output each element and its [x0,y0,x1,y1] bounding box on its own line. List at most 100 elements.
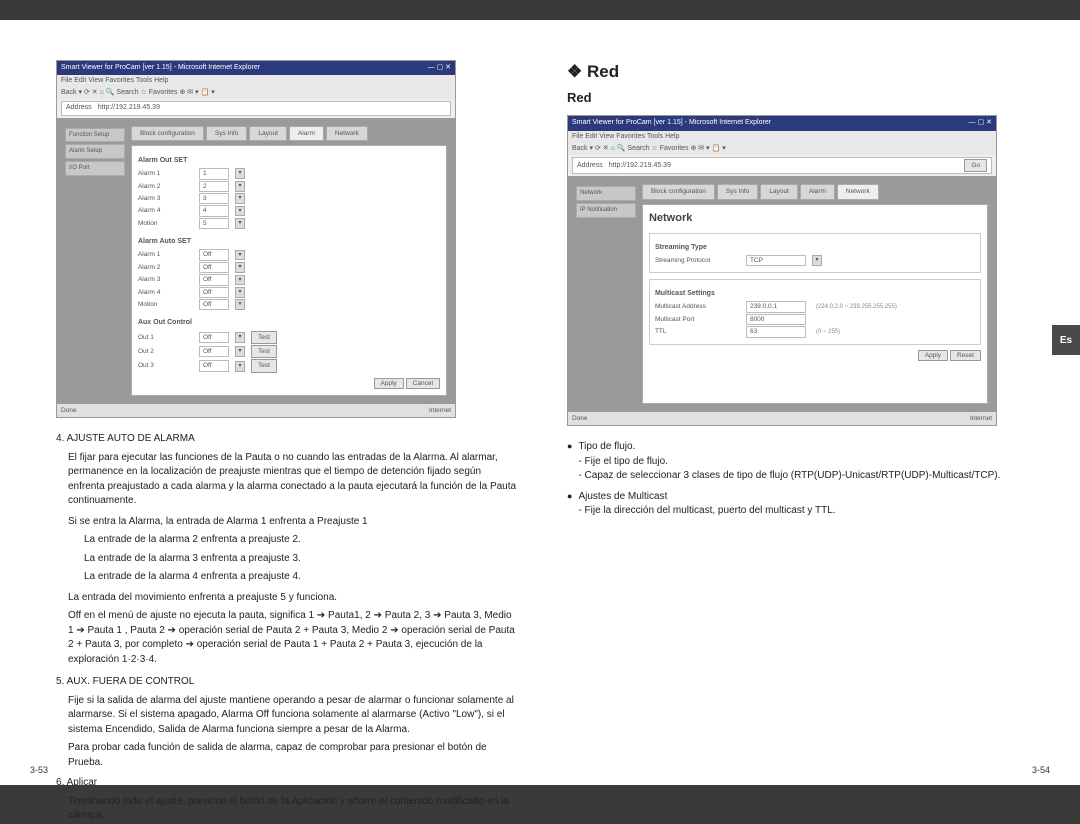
cancel-button[interactable]: Cancel [406,378,440,389]
left-column: Smart Viewer for ProCam [ver 1.15] - Mic… [0,20,537,785]
row-val[interactable]: 1 [199,168,229,179]
section-title: Aux Out Control [138,318,440,328]
row-val[interactable]: Off [199,346,229,357]
row-val[interactable]: 3 [199,193,229,204]
tab[interactable]: Network [326,126,368,141]
row-val[interactable]: 8000 [746,314,806,325]
row-val[interactable]: 239.0.0.1 [746,301,806,312]
go-button[interactable]: Go [964,159,987,172]
tab[interactable]: Sys Info [717,184,758,199]
s6-p1: Terminando todo el ajuste, presione el b… [56,795,519,824]
status-left: Done [61,406,77,415]
row-val[interactable]: TCP [746,255,806,266]
row-val[interactable]: Off [199,249,229,260]
page-body: Function Setup Alarm Setup I/O Port Bloc… [57,118,455,404]
row-val[interactable]: Off [199,287,229,298]
row-val[interactable]: Off [199,274,229,285]
row-val[interactable]: 5 [199,218,229,229]
s5-title: 5. AUX. FUERA DE CONTROL [56,675,519,690]
address-label: Address [66,103,92,113]
row-val[interactable]: Off [199,332,229,343]
tab-active[interactable]: Alarm [289,126,324,141]
row-label: Alarm 2 [138,182,193,191]
tab[interactable]: Block configuration [642,184,715,199]
row-val[interactable]: 2 [199,181,229,192]
network-screenshot: Smart Viewer for ProCam [ver 1.15] - Mic… [567,115,997,426]
s4-p3: La entrada del movimiento enfrenta a pre… [56,591,519,606]
tab[interactable]: Sys Info [206,126,247,141]
sidemenu-item[interactable]: IP Notification [576,203,636,218]
row-label: Alarm 1 [138,250,193,259]
status-right: Internet [970,414,992,423]
dropdown-icon[interactable]: ▾ [235,275,245,286]
tab[interactable]: Layout [760,184,798,199]
tab[interactable]: Alarm [800,184,835,199]
side-tab: Es [1052,325,1080,355]
sidemenu-item[interactable]: I/O Port [65,161,125,176]
dropdown-icon[interactable]: ▾ [235,332,245,343]
window-title: Smart Viewer for ProCam [ver 1.15] - Mic… [572,118,771,128]
s4-title: 4. AJUSTE AUTO DE ALARMA [56,432,519,447]
dropdown-icon[interactable]: ▾ [235,287,245,298]
apply-button[interactable]: Apply [374,378,404,389]
s4-p1: El fijar para ejecutar las funciones de … [56,451,519,509]
b2-l1: - Fije la dirección del multicast, puert… [578,504,835,519]
row-label: Multicast Port [655,315,740,324]
test-button[interactable]: Test [251,331,277,344]
row-label: Out 1 [138,333,193,342]
heading-red-1: Red [567,60,1030,85]
left-body-text: 4. AJUSTE AUTO DE ALARMA El fijar para e… [56,432,519,824]
row-val[interactable]: Off [199,299,229,310]
dropdown-icon[interactable]: ▾ [235,181,245,192]
sidemenu-item[interactable]: Network [576,186,636,201]
row-val[interactable]: 63 [746,326,806,337]
status-bar: Done Internet [57,404,455,417]
main-area: Block configuration Sys Info Layout Alar… [642,184,988,403]
tab[interactable]: Layout [249,126,287,141]
section-title: Multicast Settings [655,289,975,299]
dropdown-icon[interactable]: ▾ [235,218,245,229]
toolbar: Back ▾ ⟳ ✕ ⌂ 🔍 Search ☆ Favorites ⊕ ✉ ▾ … [57,87,455,99]
bullet-icon: ● [567,440,572,484]
address-bar: Address http://192.219.45.39 [61,101,451,115]
section-title: Alarm Auto SET [138,237,440,247]
row-val[interactable]: Off [199,360,229,371]
dropdown-icon[interactable]: ▾ [235,250,245,261]
dropdown-icon[interactable]: ▾ [235,346,245,357]
reset-button[interactable]: Reset [950,350,981,361]
sidemenu-item[interactable]: Function Setup [65,128,125,143]
row-label: TTL [655,327,740,336]
sidemenu-item[interactable]: Alarm Setup [65,144,125,159]
row-val[interactable]: 4 [199,205,229,216]
test-button[interactable]: Test [251,359,277,372]
test-button[interactable]: Test [251,345,277,358]
alarm-panel: Alarm Out SET Alarm 11▾ Alarm 22▾ Alarm … [131,145,447,396]
row-label: Alarm 3 [138,194,193,203]
b1-l1: - Fije el tipo de flujo. [578,455,1000,470]
s5-p2: Para probar cada función de salida de al… [56,741,519,770]
page-number-right: 3-54 [1032,765,1050,775]
streaming-box: Streaming Type Streaming Protocol TCP ▾ [649,233,981,274]
s6-title: 6. Aplicar [56,776,519,791]
row-label: Motion [138,219,193,228]
dropdown-icon[interactable]: ▾ [235,299,245,310]
section-title: Streaming Type [655,243,975,253]
dropdown-icon[interactable]: ▾ [235,361,245,372]
dropdown-icon[interactable]: ▾ [235,193,245,204]
row-label: Alarm 2 [138,263,193,272]
dropdown-icon[interactable]: ▾ [235,206,245,217]
apply-button[interactable]: Apply [918,350,948,361]
tab-active[interactable]: Network [837,184,879,199]
row-val[interactable]: Off [199,262,229,273]
row-label: Out 2 [138,347,193,356]
b1-l2: - Capaz de seleccionar 3 clases de tipo … [578,469,1000,484]
dropdown-icon[interactable]: ▾ [235,168,245,179]
dropdown-icon[interactable]: ▾ [235,262,245,273]
row-label: Alarm 4 [138,288,193,297]
row-label: Alarm 3 [138,275,193,284]
status-bar: Done Internet [568,412,996,425]
dropdown-icon[interactable]: ▾ [812,255,822,266]
tab[interactable]: Block configuration [131,126,204,141]
heading-red-2: Red [567,89,1030,108]
b2-title: Ajustes de Multicast [578,490,835,505]
